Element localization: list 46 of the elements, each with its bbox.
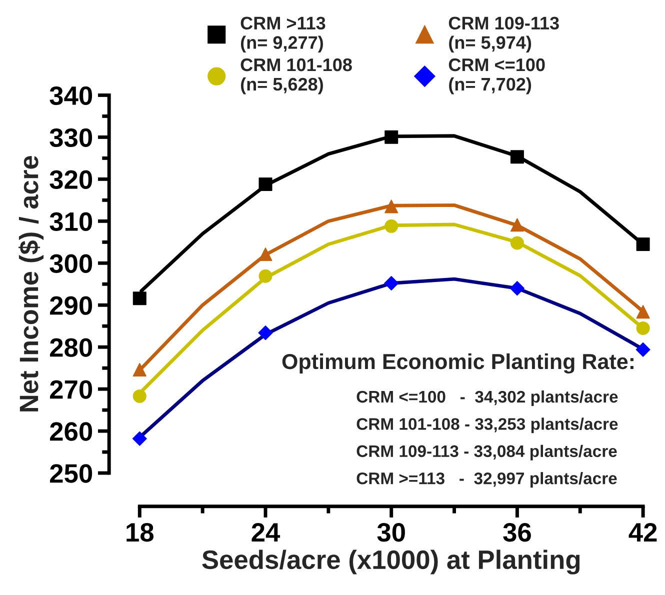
legend-label: CRM >113 (n= 9,277) [240,16,326,53]
y-tick-label: 330 [50,128,92,148]
point [510,150,524,164]
point [258,248,272,262]
x-tick-label: 24 [252,523,280,542]
point [384,200,398,214]
legend-label: CRM <=100 (n= 7,702) [448,58,545,94]
legend-label: CRM 101-108 (n= 5,628) [240,58,352,94]
y-tick-label: 340 [50,86,92,106]
y-axis-title: Net Income ($) / acre [18,156,44,412]
point [636,342,650,357]
point [510,281,524,296]
y-tick-label: 310 [50,212,92,231]
point [132,389,146,403]
annotation: Optimum Economic Planting Rate: [282,353,634,374]
point [258,326,273,340]
x-axis-title: Seeds/acre (x1000) at Planting [202,550,580,574]
annotation: CRM >=113 - 32,997 plants/acre [356,472,617,488]
point [384,219,398,233]
y-tick-label: 250 [50,464,92,483]
annotation: CRM <=100 - 34,302 plants/acre [356,390,618,406]
point [132,363,146,377]
x-tick-label: 36 [503,523,531,542]
annotation: CRM 109-113 - 33,084 plants/acre [356,444,617,460]
annotation: CRM 101-108 - 33,253 plants/acre [356,418,618,434]
y-tick-label: 280 [50,338,92,357]
point [132,431,147,446]
point [510,236,524,250]
y-tick-label: 290 [50,296,92,315]
point [636,305,650,319]
x-tick-label: 30 [377,523,405,542]
point [636,237,650,251]
y-tick-label: 320 [50,170,92,190]
x-tick-label: 18 [126,523,154,542]
x-tick-label: 42 [628,523,657,542]
legend-label: CRM 109-113 (n= 5,974) [448,16,559,53]
point [510,218,524,232]
point [258,177,272,191]
point [384,130,398,144]
point [636,321,650,335]
y-tick-label: 260 [50,422,92,441]
y-tick-label: 300 [50,254,92,273]
point [258,269,272,283]
y-tick-label: 270 [50,380,92,399]
point [384,276,399,291]
point [132,292,146,306]
